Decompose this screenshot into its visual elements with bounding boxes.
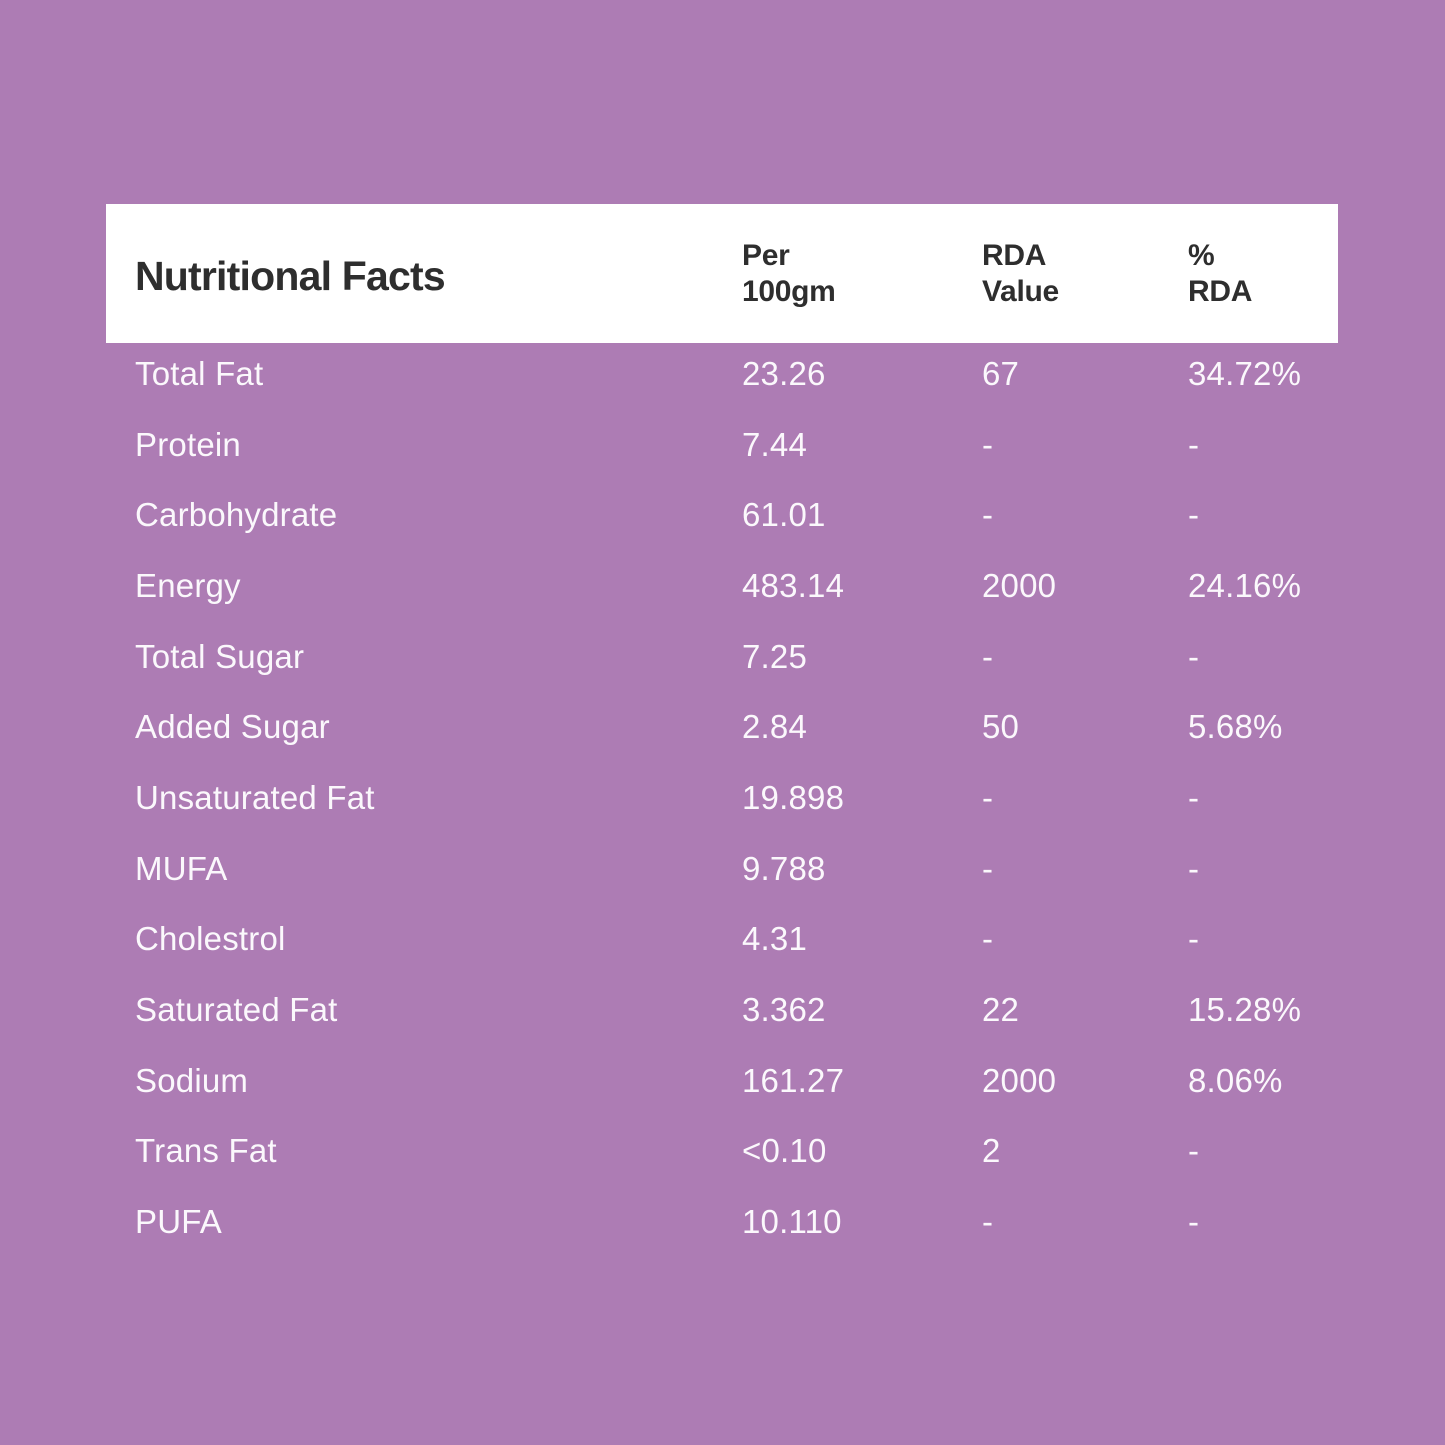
nutrient-label: Saturated Fat	[135, 991, 338, 1029]
table-row: Total Sugar 7.25 - -	[106, 621, 1338, 692]
nutrient-label: Unsaturated Fat	[135, 778, 375, 816]
rda-value: 2000	[982, 566, 1057, 604]
per-100gm-value: 7.44	[742, 425, 808, 463]
rda-value: -	[982, 425, 994, 463]
column-header-line: Value	[982, 274, 1059, 308]
rda-percent-value: -	[1188, 778, 1200, 816]
rda-percent-value: -	[1188, 496, 1200, 534]
column-header-line: Per	[742, 238, 790, 272]
rda-value: 2000	[982, 1061, 1057, 1099]
per-100gm-value: 61.01	[742, 496, 826, 534]
table-row: Cholestrol 4.31 - -	[106, 904, 1338, 975]
table-row: Unsaturated Fat 19.898 - -	[106, 762, 1338, 833]
rda-value: -	[982, 637, 994, 675]
rda-percent-value: -	[1188, 920, 1200, 958]
table-row: Saturated Fat 3.362 22 15.28%	[106, 974, 1338, 1045]
table-row: Total Fat 23.26 67 34.72%	[106, 338, 1338, 409]
per-100gm-value: 483.14	[742, 566, 845, 604]
rda-value: -	[982, 496, 994, 534]
column-header-rda-value: RDA Value	[982, 238, 1188, 310]
rda-percent-value: -	[1188, 425, 1200, 463]
rda-percent-value: -	[1188, 849, 1200, 887]
rda-percent-value: -	[1188, 1203, 1200, 1241]
per-100gm-value: 10.110	[742, 1203, 842, 1241]
rda-value: 2	[982, 1132, 1001, 1170]
table-row: Trans Fat <0.10 2 -	[106, 1116, 1338, 1187]
nutrient-label: Total Sugar	[135, 637, 305, 675]
column-header-per-100gm: Per 100gm	[742, 238, 982, 310]
rda-value: -	[982, 778, 994, 816]
table-row: Added Sugar 2.84 50 5.68%	[106, 691, 1338, 762]
rda-value: 50	[982, 708, 1020, 746]
table-body: Total Fat 23.26 67 34.72% Protein 7.44 -…	[106, 338, 1338, 1257]
column-header-line: %	[1188, 238, 1215, 272]
table-header: Nutritional Facts Per 100gm RDA Value % …	[106, 204, 1338, 343]
table-row: PUFA 10.110 - -	[106, 1186, 1338, 1257]
column-header-rda-percent: % RDA	[1188, 238, 1338, 310]
column-header-line: 100gm	[742, 274, 836, 308]
nutrient-label: MUFA	[135, 849, 228, 887]
nutrient-label: PUFA	[135, 1203, 222, 1241]
rda-percent-value: -	[1188, 1132, 1200, 1170]
nutrient-label: Trans Fat	[135, 1132, 277, 1170]
table-title: Nutritional Facts	[135, 253, 446, 299]
column-header-line: RDA	[1188, 274, 1253, 308]
nutrient-label: Added Sugar	[135, 708, 330, 746]
table-row: Energy 483.14 2000 24.16%	[106, 550, 1338, 621]
column-header-line: RDA	[982, 238, 1047, 272]
per-100gm-value: 19.898	[742, 778, 845, 816]
nutrient-label: Protein	[135, 425, 241, 463]
table-row: Carbohydrate 61.01 - -	[106, 479, 1338, 550]
rda-value: 22	[982, 991, 1020, 1029]
per-100gm-value: 7.25	[742, 637, 808, 675]
rda-percent-value: -	[1188, 637, 1200, 675]
per-100gm-value: 23.26	[742, 354, 826, 392]
per-100gm-value: 3.362	[742, 991, 826, 1029]
nutrient-label: Sodium	[135, 1061, 249, 1099]
rda-percent-value: 15.28%	[1188, 991, 1302, 1029]
rda-value: -	[982, 920, 994, 958]
table-row: Protein 7.44 - -	[106, 409, 1338, 480]
rda-percent-value: 5.68%	[1188, 708, 1283, 746]
rda-percent-value: 24.16%	[1188, 566, 1302, 604]
per-100gm-value: 4.31	[742, 920, 808, 958]
nutrient-label: Total Fat	[135, 354, 264, 392]
rda-value: -	[982, 849, 994, 887]
nutrient-label: Cholestrol	[135, 920, 286, 958]
per-100gm-value: 2.84	[742, 708, 808, 746]
rda-value: 67	[982, 354, 1020, 392]
table-row: MUFA 9.788 - -	[106, 833, 1338, 904]
rda-value: -	[982, 1203, 994, 1241]
rda-percent-value: 8.06%	[1188, 1061, 1283, 1099]
nutrient-label: Energy	[135, 566, 241, 604]
per-100gm-value: <0.10	[742, 1132, 827, 1170]
per-100gm-value: 9.788	[742, 849, 826, 887]
rda-percent-value: 34.72%	[1188, 354, 1302, 392]
per-100gm-value: 161.27	[742, 1061, 845, 1099]
nutrient-label: Carbohydrate	[135, 496, 338, 534]
table-row: Sodium 161.27 2000 8.06%	[106, 1045, 1338, 1116]
